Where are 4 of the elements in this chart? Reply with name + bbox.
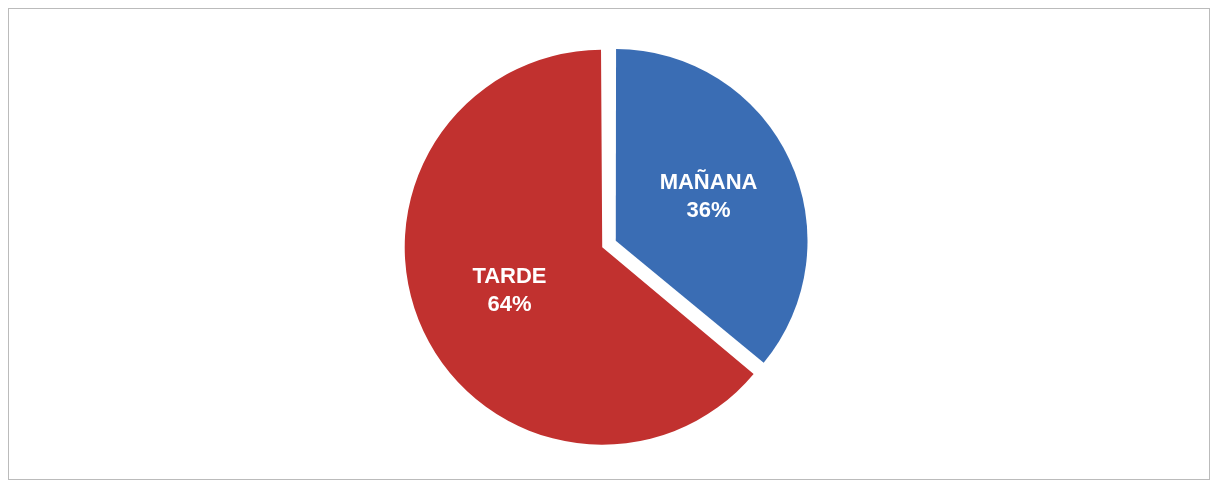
data-label: 64% (487, 290, 532, 316)
data-label: 36% (686, 197, 731, 223)
slice-label: TARDE (472, 262, 547, 288)
slice-label: MAÑANA (659, 169, 758, 195)
